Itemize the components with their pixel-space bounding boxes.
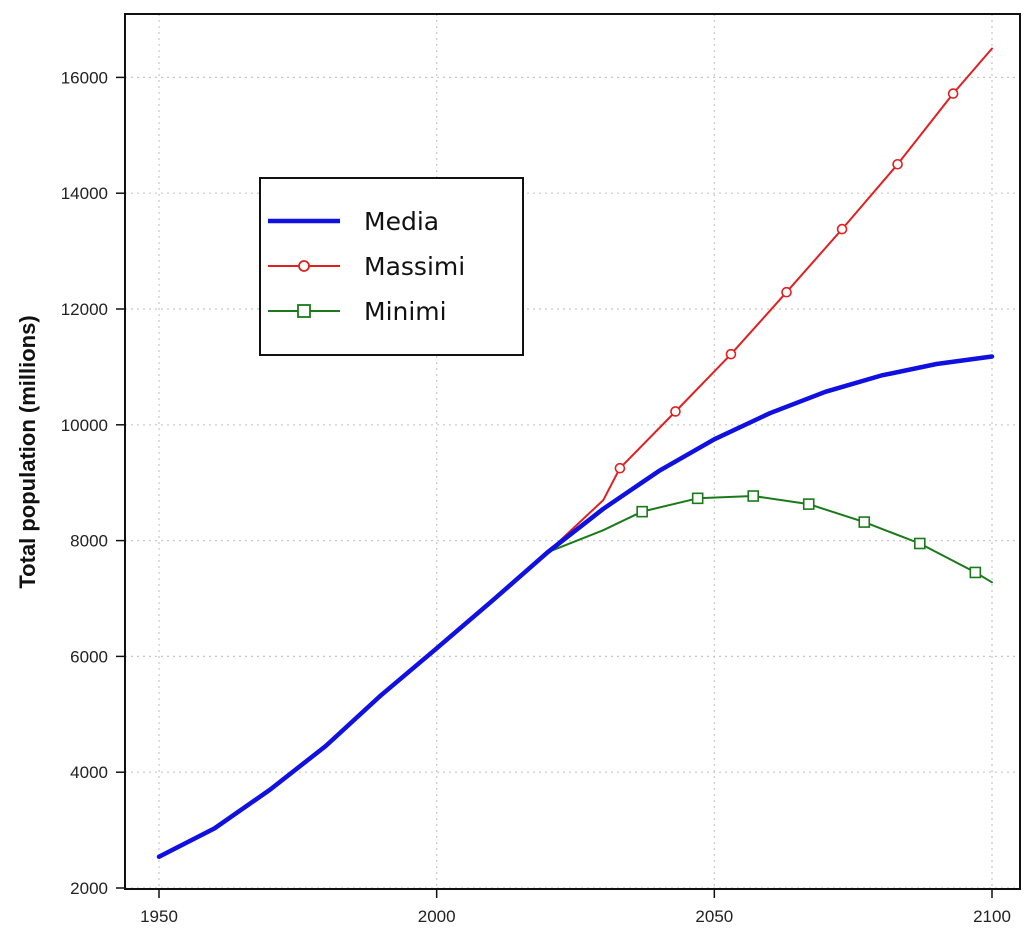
y-tick-label: 4000 <box>70 763 108 782</box>
data-point-minimi <box>637 507 647 517</box>
y-axis-label: Total population (millions) <box>15 315 40 588</box>
y-tick-label: 12000 <box>61 300 108 319</box>
legend-label-massimi: Massimi <box>364 252 465 281</box>
y-tick-label: 14000 <box>61 184 108 203</box>
data-point-massimi <box>838 225 847 234</box>
x-tick-label: 2050 <box>695 907 733 926</box>
x-tick-label: 2100 <box>973 907 1011 926</box>
y-tick-label: 2000 <box>70 879 108 898</box>
legend-label-media: Media <box>364 207 439 236</box>
data-point-massimi <box>726 350 735 359</box>
x-tick-label: 2000 <box>418 907 456 926</box>
series-line-media <box>159 357 992 857</box>
y-axis: 2000 4000 6000 8000 10000 12000 14000 16000 <box>61 68 125 898</box>
plot-frame <box>125 14 1020 889</box>
data-point-massimi <box>615 464 624 473</box>
x-tick-label: 1950 <box>140 907 178 926</box>
x-axis: 1950 2000 2050 2100 <box>140 889 1011 926</box>
data-point-minimi <box>859 517 869 527</box>
grid-lines <box>125 14 1020 889</box>
y-tick-label: 10000 <box>61 416 108 435</box>
data-point-massimi <box>949 89 958 98</box>
legend-label-minimi: Minimi <box>364 297 447 326</box>
data-point-massimi <box>893 160 902 169</box>
data-point-massimi <box>671 407 680 416</box>
y-tick-label: 6000 <box>70 647 108 666</box>
y-tick-label: 8000 <box>70 532 108 551</box>
legend: Media Massimi Minimi <box>260 178 523 355</box>
data-point-minimi <box>915 538 925 548</box>
data-point-massimi <box>782 288 791 297</box>
data-point-minimi <box>693 493 703 503</box>
legend-marker-minimi <box>298 305 310 317</box>
series-line-massimi <box>548 49 992 553</box>
legend-marker-massimi <box>299 261 309 271</box>
series-layer <box>159 49 992 857</box>
data-point-minimi <box>804 499 814 509</box>
data-point-minimi <box>970 567 980 577</box>
data-point-minimi <box>748 491 758 501</box>
y-tick-label: 16000 <box>61 68 108 87</box>
